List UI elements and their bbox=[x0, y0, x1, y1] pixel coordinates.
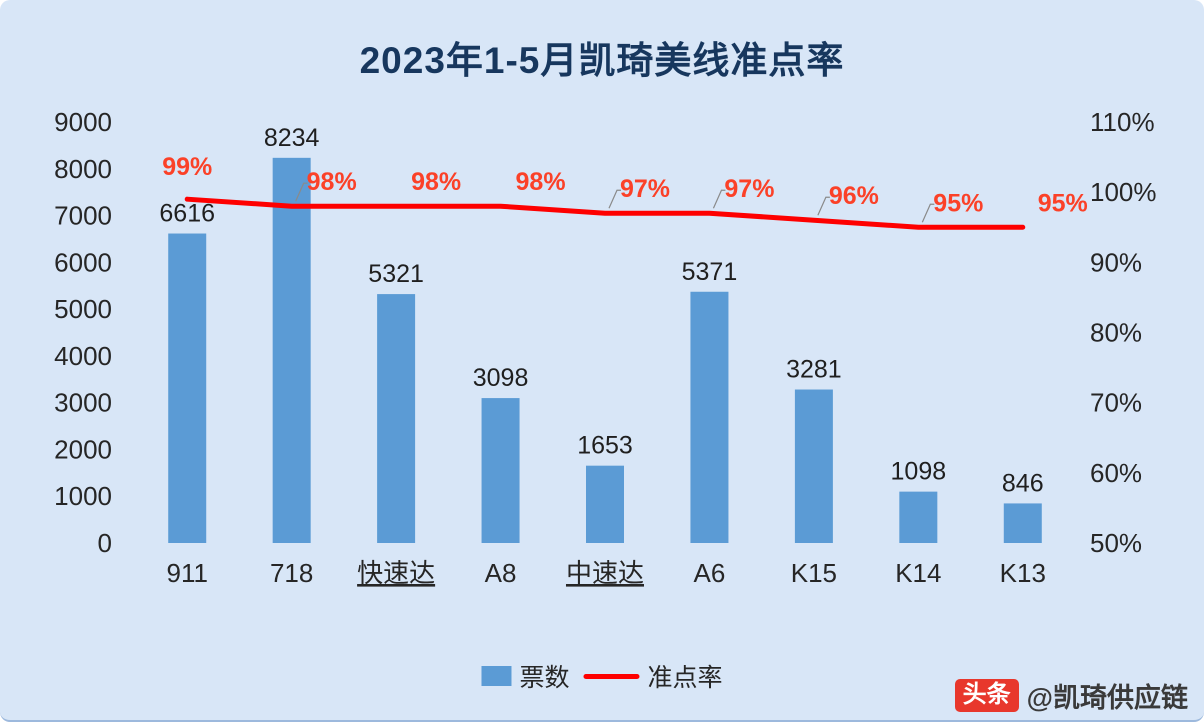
bar-value-label: 3281 bbox=[786, 356, 842, 384]
category-label: K14 bbox=[895, 558, 941, 588]
label-leader-line bbox=[817, 196, 830, 216]
ontime-rate-label: 97% bbox=[724, 175, 774, 203]
right-axis-tick: 100% bbox=[1090, 177, 1157, 207]
ontime-rate-label: 96% bbox=[829, 182, 879, 210]
legend-bar-label: 票数 bbox=[519, 664, 570, 692]
watermark-text: @凯琦供应链 bbox=[1026, 683, 1188, 713]
left-axis-tick: 8000 bbox=[54, 154, 112, 184]
right-axis-tick: 90% bbox=[1090, 247, 1142, 277]
legend-line-swatch bbox=[583, 673, 640, 679]
right-axis-tick: 60% bbox=[1090, 458, 1142, 488]
watermark: 头条 @凯琦供应链 bbox=[954, 676, 1188, 715]
ontime-rate-label: 97% bbox=[620, 175, 670, 203]
bar-value-label: 8234 bbox=[264, 124, 320, 152]
chart-title: 2023年1-5月凯琦美线准点率 bbox=[359, 40, 845, 81]
left-axis-tick: 7000 bbox=[54, 201, 112, 231]
left-axis-tick: 2000 bbox=[54, 434, 112, 464]
bar-718 bbox=[272, 157, 311, 543]
legend-item-line: 准点率 bbox=[583, 658, 723, 694]
left-axis-tick: 9000 bbox=[54, 107, 112, 137]
left-axis-tick: 0 bbox=[98, 528, 112, 558]
ontime-rate-label: 95% bbox=[1038, 189, 1088, 217]
bar-value-label: 5371 bbox=[682, 258, 738, 286]
ontime-rate-line bbox=[184, 196, 1026, 230]
category-label: K15 bbox=[791, 558, 837, 588]
category-label: 911 bbox=[166, 558, 207, 588]
category-label: 快速达 bbox=[357, 558, 435, 588]
category-label: K13 bbox=[1000, 558, 1046, 588]
left-axis-tick: 1000 bbox=[54, 481, 112, 511]
watermark-badge: 头条 bbox=[954, 679, 1019, 712]
right-axis-tick: 50% bbox=[1090, 528, 1142, 558]
ontime-rate-label: 98% bbox=[411, 168, 461, 196]
left-axis-tick: 3000 bbox=[54, 388, 112, 418]
label-leader-line bbox=[295, 182, 308, 202]
bar-A8 bbox=[481, 398, 520, 543]
label-leader-line bbox=[608, 189, 621, 209]
left-axis-tick: 4000 bbox=[54, 341, 112, 371]
bar-A6 bbox=[690, 291, 729, 543]
category-label: 718 bbox=[270, 558, 313, 588]
left-axis-tick: 6000 bbox=[54, 247, 112, 277]
category-label: A8 bbox=[485, 558, 517, 588]
legend-item-bars: 票数 bbox=[481, 658, 570, 694]
bar-value-label: 5321 bbox=[368, 260, 424, 288]
label-leader-line bbox=[921, 203, 935, 223]
bar-K14 bbox=[899, 491, 938, 543]
chart-legend: 票数 准点率 bbox=[481, 658, 723, 694]
right-axis-tick: 80% bbox=[1090, 318, 1142, 348]
legend-bar-swatch bbox=[481, 666, 512, 686]
bar-value-label: 846 bbox=[1002, 469, 1044, 497]
ontime-rate-label: 98% bbox=[307, 168, 357, 196]
bar-value-label: 1098 bbox=[891, 458, 947, 486]
category-label: 中速达 bbox=[566, 558, 644, 588]
bar-快速达 bbox=[377, 294, 416, 543]
bar-K15 bbox=[794, 389, 833, 543]
ontime-rate-label: 95% bbox=[933, 189, 983, 217]
right-axis-tick: 110% bbox=[1090, 107, 1155, 137]
ontime-rate-label: 98% bbox=[516, 168, 566, 196]
bar-中速达 bbox=[586, 465, 624, 543]
ontime-rate-label: 99% bbox=[162, 153, 212, 181]
bar-value-label: 1653 bbox=[577, 432, 633, 460]
right-axis-tick: 70% bbox=[1090, 388, 1142, 418]
bar-value-label: 3098 bbox=[473, 364, 529, 392]
bar-K13 bbox=[1003, 503, 1042, 543]
category-label: A6 bbox=[694, 558, 726, 588]
label-leader-line bbox=[712, 189, 726, 209]
legend-line-label: 准点率 bbox=[647, 664, 723, 692]
left-axis-tick: 5000 bbox=[54, 294, 112, 324]
bar-911 bbox=[168, 233, 207, 543]
bar-value-label: 6616 bbox=[159, 200, 215, 228]
